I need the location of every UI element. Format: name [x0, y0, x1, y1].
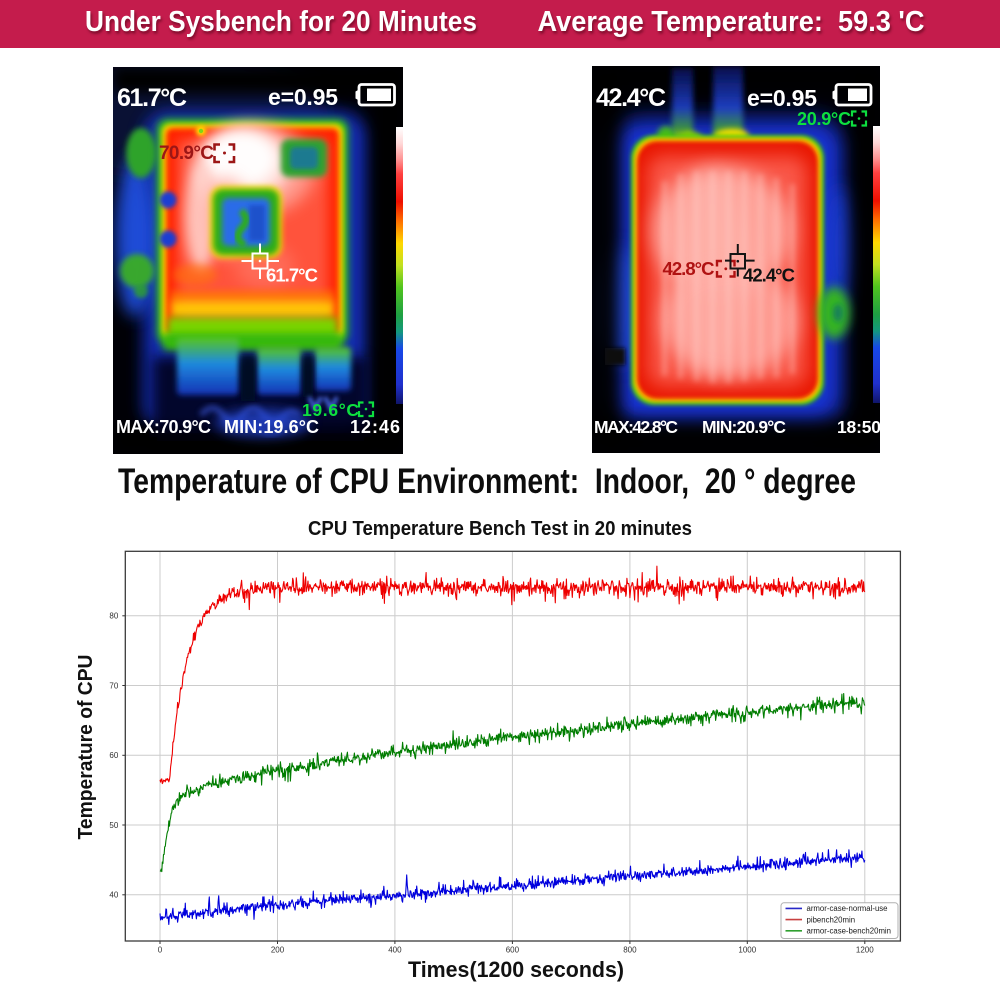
svg-text:40: 40 [109, 891, 118, 900]
svg-text:70.9°C: 70.9°C [159, 143, 214, 164]
svg-text:42.4°C: 42.4°C [743, 265, 795, 286]
svg-text:19.6°C: 19.6°C [302, 400, 359, 420]
svg-text:1200: 1200 [856, 946, 874, 955]
svg-text:0: 0 [158, 946, 163, 955]
svg-text:800: 800 [623, 946, 637, 955]
svg-text:70: 70 [109, 681, 118, 690]
svg-text:MIN:19.6°C: MIN:19.6°C [224, 417, 319, 437]
svg-text:42.8°C: 42.8°C [663, 258, 715, 279]
svg-text:armor-case-normal-use: armor-case-normal-use [807, 904, 888, 913]
svg-text:400: 400 [388, 946, 402, 955]
svg-text:42.4°C: 42.4°C [596, 84, 666, 112]
svg-text:600: 600 [506, 946, 520, 955]
svg-text:20.9°C: 20.9°C [797, 109, 851, 129]
svg-text:12:46: 12:46 [350, 417, 400, 437]
svg-text:80: 80 [109, 612, 118, 621]
svg-text:1000: 1000 [738, 946, 756, 955]
svg-text:pibench20min: pibench20min [807, 915, 856, 924]
svg-text:e=0.95: e=0.95 [268, 84, 338, 110]
svg-text:61.7°C: 61.7°C [117, 84, 187, 112]
svg-text:MAX:42.8°C: MAX:42.8°C [594, 417, 678, 437]
svg-text:MAX:70.9°C: MAX:70.9°C [116, 417, 211, 437]
svg-text:50: 50 [109, 821, 118, 830]
svg-text:18:50: 18:50 [837, 417, 880, 437]
svg-text:60: 60 [109, 751, 118, 760]
svg-text:e=0.95: e=0.95 [747, 85, 817, 111]
svg-text:MIN:20.9°C: MIN:20.9°C [702, 417, 786, 437]
svg-text:200: 200 [271, 946, 285, 955]
svg-text:armor-case-bench20min: armor-case-bench20min [807, 927, 892, 936]
svg-text:61.7°C: 61.7°C [266, 265, 318, 286]
